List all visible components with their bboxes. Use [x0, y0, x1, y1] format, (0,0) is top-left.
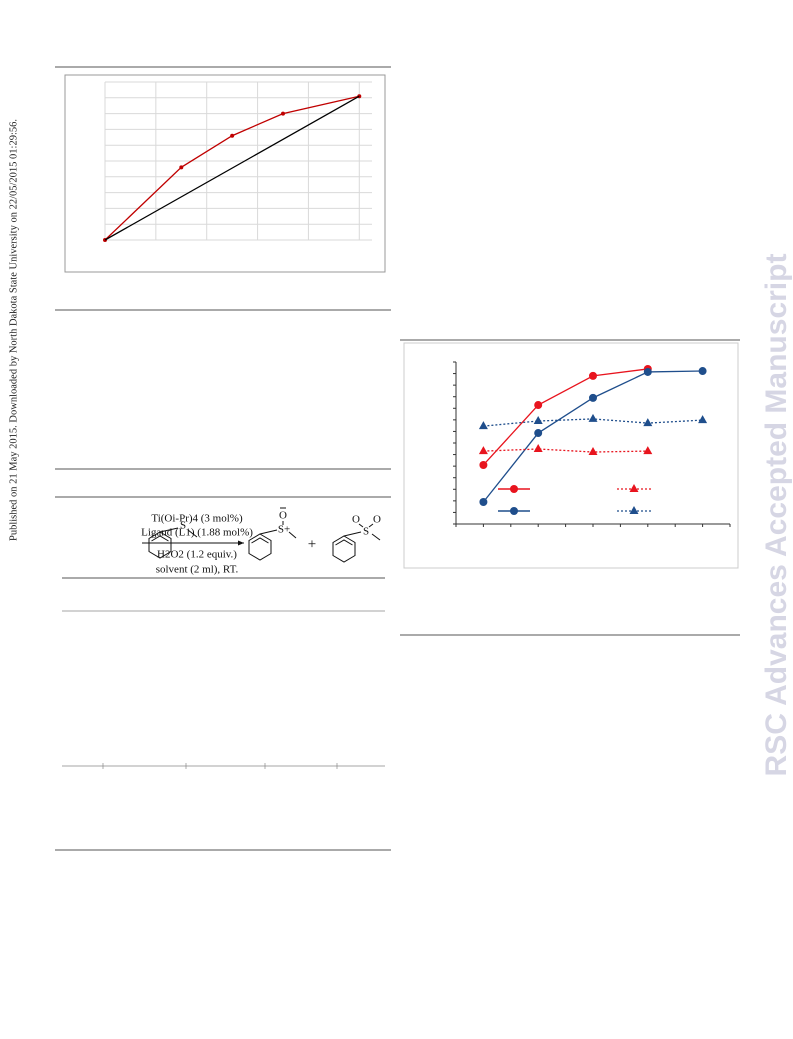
- point: [643, 446, 653, 455]
- chart-frame: [403, 342, 739, 569]
- point: [589, 393, 597, 402]
- point: [179, 165, 184, 170]
- point: [534, 401, 543, 410]
- series-line: [482, 370, 703, 503]
- atom-label: S+: [278, 524, 290, 536]
- point: [534, 429, 543, 438]
- series-line: [483, 448, 648, 453]
- atom-label: S: [363, 526, 369, 538]
- plus: +: [308, 536, 316, 552]
- point: [698, 367, 707, 376]
- chart-frame: [64, 74, 386, 273]
- point: [588, 447, 598, 456]
- sidebar: Published on 21 May 2015. Downloaded by …: [8, 119, 19, 541]
- point: [230, 133, 235, 138]
- point: [281, 111, 285, 116]
- point: [479, 498, 488, 507]
- point: [588, 413, 598, 422]
- point: [589, 371, 597, 380]
- point: [533, 416, 543, 425]
- point: [479, 460, 488, 469]
- condition: Ti(Oi-Pr)4 (3 mol%): [151, 513, 243, 525]
- condition: solvent (2 ml), RT.: [156, 564, 239, 576]
- point: [533, 444, 543, 453]
- point: [698, 415, 708, 424]
- point: [643, 418, 653, 427]
- table-separators: [102, 763, 338, 769]
- watermark: RSC Advances Accepted Manuscript: [760, 254, 793, 777]
- point: [643, 367, 652, 376]
- atom-label: O: [352, 514, 360, 526]
- point: [478, 446, 488, 455]
- condition: Ligand (L1) (1.88 mol%): [141, 527, 253, 539]
- series-line: [104, 95, 360, 241]
- atom-label: O: [279, 510, 287, 522]
- point: [478, 421, 488, 430]
- condition: H2O2 (1.2 equiv.): [157, 549, 237, 561]
- series-line: [482, 368, 648, 466]
- legend: [498, 484, 652, 515]
- rules: [55, 66, 740, 851]
- reaction-scheme: S Ti(Oi-Pr)4 (3 mol%) Ligand (L1) (1.88 …: [141, 507, 381, 576]
- atom-label: S: [180, 520, 186, 532]
- atom-label: O: [373, 514, 381, 526]
